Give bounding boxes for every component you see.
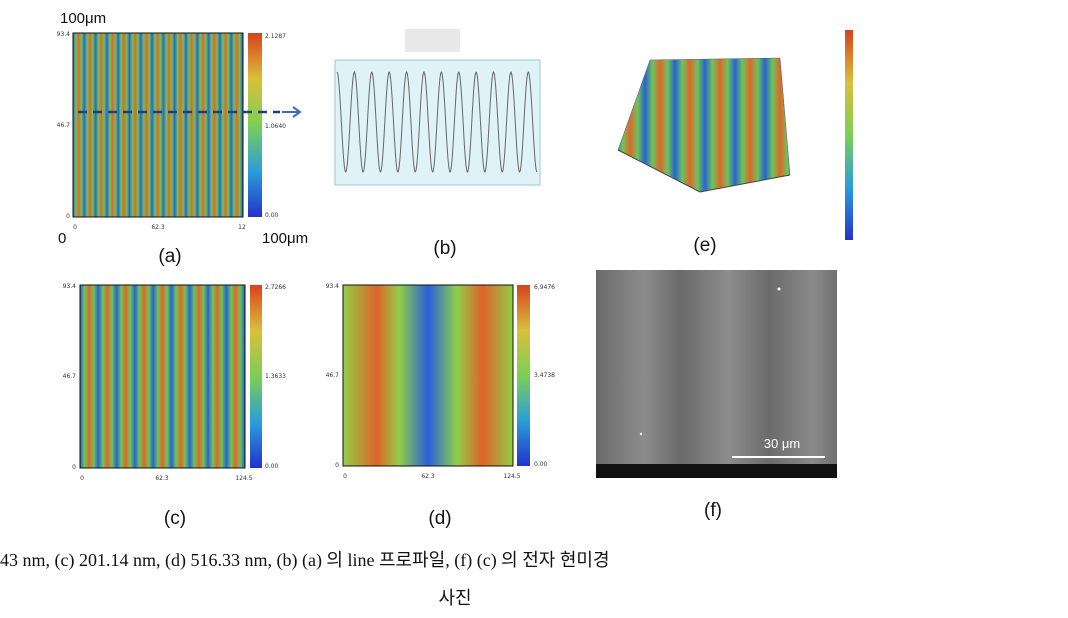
panel-c: 93.4 46.7 0 0 62.3 124.5 2.7266 1.3633 0… bbox=[63, 283, 287, 529]
colorbar bbox=[517, 285, 530, 466]
colorbar-label: 2.1287 bbox=[265, 33, 286, 40]
particle bbox=[639, 432, 643, 436]
colorbar bbox=[248, 33, 262, 217]
y-tick-label: 0 bbox=[335, 462, 339, 469]
surface-3d bbox=[617, 57, 791, 193]
colorbar-label: 0.00 bbox=[265, 463, 279, 470]
y-tick-label: 46.7 bbox=[326, 372, 340, 379]
caption-line: 43 nm, (c) 201.14 nm, (d) 516.33 nm, (b)… bbox=[0, 550, 610, 571]
panel-label: (e) bbox=[693, 235, 716, 256]
y-tick-label: 93.4 bbox=[326, 283, 340, 290]
x-tick-label: 124.5 bbox=[235, 475, 252, 482]
panel-label: (b) bbox=[433, 238, 456, 259]
panel-f: 30 μm (f) bbox=[596, 270, 837, 521]
panel-d: 93.4 46.7 0 0 62.3 124.5 6.9476 3.4738 0… bbox=[326, 283, 556, 529]
axis-start: 0 bbox=[58, 230, 66, 247]
header-box bbox=[405, 29, 460, 52]
panel-e: (e) bbox=[617, 30, 853, 256]
panel-b: (b) bbox=[334, 29, 541, 259]
colorbar-label: 3.4738 bbox=[534, 372, 555, 379]
x-tick-label: 62.3 bbox=[155, 475, 169, 482]
y-tick-label: 93.4 bbox=[57, 31, 71, 38]
x-tick-label: 0 bbox=[343, 473, 347, 480]
info-bar bbox=[596, 464, 837, 478]
x-tick-label: 124.5 bbox=[503, 473, 520, 480]
base-edge bbox=[617, 149, 791, 193]
colorbar-label: 1.3633 bbox=[265, 373, 286, 380]
colorbar-label: 0.00 bbox=[265, 212, 279, 219]
afm-image bbox=[79, 284, 246, 469]
afm-image bbox=[342, 284, 514, 467]
y-tick-label: 0 bbox=[66, 213, 70, 220]
plot-area bbox=[334, 59, 541, 186]
y-tick-label: 93.4 bbox=[63, 283, 77, 290]
panel-label: (d) bbox=[428, 508, 451, 529]
y-tick-label: 46.7 bbox=[63, 373, 77, 380]
particle bbox=[777, 287, 781, 291]
x-tick-label: 0 bbox=[80, 475, 84, 482]
axis-end: 100μm bbox=[262, 230, 308, 247]
scale-label: 100μm bbox=[60, 10, 106, 27]
x-tick-label: 62.3 bbox=[421, 473, 435, 480]
panel-label: (c) bbox=[164, 508, 186, 529]
profile-curve bbox=[336, 71, 538, 173]
caption-line: 사진 bbox=[438, 588, 471, 608]
x-tick-label: 0 bbox=[73, 224, 77, 231]
panel-label: (f) bbox=[704, 500, 722, 521]
sem-image bbox=[596, 270, 837, 478]
y-tick-label: 0 bbox=[72, 464, 76, 471]
colorbar bbox=[250, 285, 262, 468]
afm-image bbox=[72, 32, 244, 218]
colorbar-label: 1.0640 bbox=[265, 123, 286, 130]
colorbar-label: 0.00 bbox=[534, 461, 548, 468]
y-tick-label: 46.7 bbox=[57, 122, 71, 129]
x-tick-label: 62.3 bbox=[151, 224, 165, 231]
colorbar-label: 2.7266 bbox=[265, 284, 286, 291]
panel-a: 100μm 93.4 46.7 0 0 62.3 12 2.1287 1.064… bbox=[57, 10, 309, 267]
panel-label: (a) bbox=[158, 246, 181, 267]
scale-bar-label: 30 μm bbox=[764, 436, 800, 451]
colorbar bbox=[845, 30, 853, 240]
x-tick-label: 12 bbox=[238, 224, 246, 231]
colorbar-label: 6.9476 bbox=[534, 284, 555, 291]
arrow bbox=[282, 106, 302, 118]
